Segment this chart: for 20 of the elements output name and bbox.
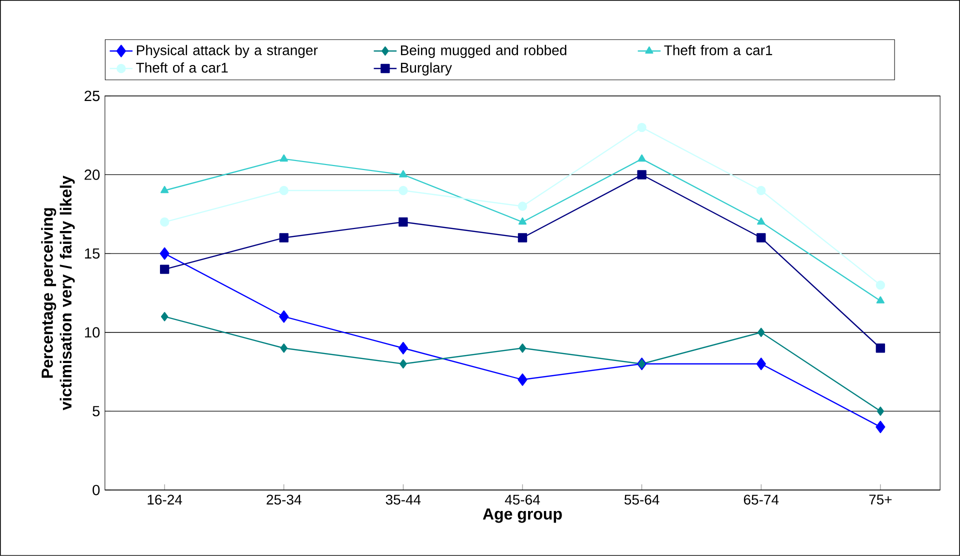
y-tick-label: 5 — [92, 406, 100, 416]
x-tick-label: 16-24 — [148, 494, 182, 505]
y-tick-label: 25 — [84, 90, 100, 102]
x-tick-label: 35-44 — [386, 494, 421, 505]
x-tick-label: 45-64 — [504, 494, 540, 505]
legend-label: Burglary — [400, 62, 452, 76]
y-tick-label: 0 — [92, 484, 100, 496]
x-tick-label: 65-74 — [744, 494, 779, 505]
legend-label: Theft of a car1 — [136, 62, 228, 73]
y-axis-title: Percentage perceiving victimisation very / fairly likely — [41, 176, 75, 410]
legend-label: Theft from a car1 — [664, 44, 772, 56]
y-tick-label: 10 — [85, 327, 100, 338]
legend-label: Being mugged and robbed — [400, 44, 566, 58]
legend-label: Physical attack by a stranger — [136, 44, 318, 58]
y-tick-label: 15 — [85, 248, 100, 259]
x-axis-title: Age group — [482, 508, 562, 523]
y-tick-label: 20 — [84, 170, 100, 180]
x-tick-label: 75+ — [869, 494, 892, 505]
x-tick-label: 25-34 — [266, 494, 302, 505]
x-tick-label: 55-64 — [624, 494, 660, 505]
